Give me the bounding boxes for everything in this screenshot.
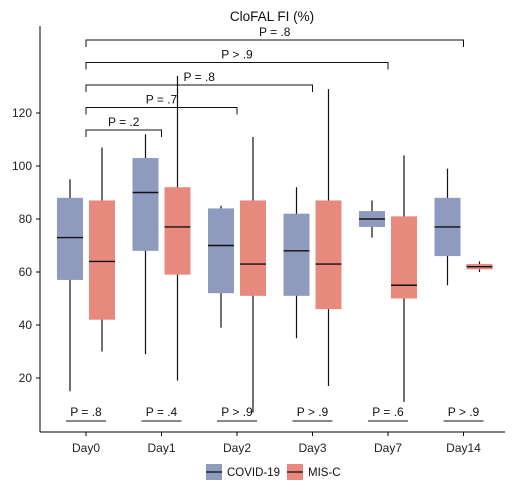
box-body	[315, 200, 342, 310]
y-tick-label: 100	[12, 159, 32, 173]
plot-area: 20 40 60 80 100 120 Day0 Day1 Day2 Day3 Day7 Day14 P…	[12, 25, 505, 455]
box-body	[89, 200, 115, 320]
within-day-pvalue: P > .9	[448, 405, 480, 419]
box-body	[391, 216, 417, 299]
box-mis-c-day3	[315, 89, 342, 386]
bracket-line	[85, 107, 238, 115]
box-covid-19-day3	[283, 187, 310, 339]
box-mis-c-day14	[466, 261, 493, 272]
bracket-line	[85, 84, 313, 92]
box-mis-c-day0	[89, 147, 115, 352]
box-covid-19-day7	[359, 200, 385, 238]
x-tick-label: Day14	[446, 441, 481, 455]
legend: COVID-19 MIS-C	[206, 464, 341, 480]
box-body	[208, 208, 234, 294]
box-body	[132, 158, 159, 251]
box-body	[240, 200, 266, 296]
x-tick-label: Day7	[374, 441, 402, 455]
bracket-pvalue: P = .2	[108, 115, 140, 129]
box-covid-19-day1	[132, 134, 159, 355]
bracket-pvalue: P = .8	[184, 70, 216, 84]
box-mis-c-day2	[240, 136, 266, 413]
bracket-pvalue: P > .9	[221, 48, 253, 62]
legend-item-covid-19: COVID-19	[206, 464, 280, 480]
within-day-pvalue: P = .8	[70, 405, 102, 419]
legend-label: MIS-C	[308, 467, 341, 479]
box-covid-19-day2	[208, 205, 234, 328]
bracket-line	[85, 129, 162, 137]
box-covid-19-day0	[57, 179, 83, 392]
bracket-line	[85, 62, 389, 70]
bracket-pvalue: P = .8	[259, 25, 291, 39]
y-tick-label: 60	[19, 265, 33, 279]
box-body	[164, 187, 191, 275]
bracket-pvalue: P = .7	[146, 93, 178, 107]
x-tick-label: Day1	[147, 441, 175, 455]
y-tick-label: 40	[19, 318, 33, 332]
x-tick-label: Day3	[298, 441, 326, 455]
y-tick-label: 80	[19, 212, 33, 226]
chart-title: CloFAL FI (%)	[230, 9, 314, 24]
y-tick-label: 120	[12, 106, 32, 120]
box-body	[57, 197, 83, 280]
comparison-bracket: P > .9	[85, 48, 389, 70]
y-tick-label: 20	[19, 371, 33, 385]
legend-item-mis-c: MIS-C	[287, 464, 341, 480]
within-day-pvalue: P = .6	[372, 405, 404, 419]
comparison-bracket: P = .8	[85, 70, 313, 92]
box-mis-c-day1	[164, 75, 191, 381]
x-tick-label: Day2	[223, 441, 251, 455]
comparison-bracket: P = .8	[85, 25, 464, 47]
box-body	[283, 213, 310, 296]
comparison-bracket: P = .2	[85, 115, 162, 137]
within-day-pvalue: P > .9	[297, 405, 329, 419]
x-tick-label: Day0	[72, 441, 100, 455]
within-day-pvalue: P > .9	[221, 405, 253, 419]
within-day-pvalue: P = .4	[146, 405, 178, 419]
box-mis-c-day7	[391, 155, 417, 402]
box-covid-19-day14	[434, 168, 461, 286]
legend-label: COVID-19	[227, 467, 280, 479]
comparison-bracket: P = .7	[85, 93, 238, 115]
bracket-line	[85, 39, 464, 47]
